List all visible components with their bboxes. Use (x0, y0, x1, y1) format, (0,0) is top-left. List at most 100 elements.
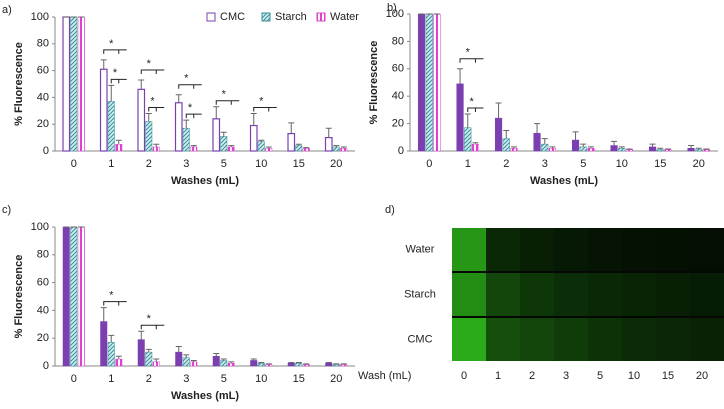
error-bar (288, 362, 295, 364)
error-bar (145, 348, 152, 353)
error-bar (138, 79, 145, 90)
significance-star: * (188, 102, 193, 114)
bar (541, 143, 549, 152)
bar (456, 83, 464, 152)
bar (227, 362, 235, 367)
bar (332, 146, 340, 152)
micrograph-tile (554, 228, 589, 271)
bar (174, 102, 183, 152)
error-bar (549, 146, 556, 149)
error-bar (325, 127, 332, 138)
x-tick-label: 15 (293, 373, 305, 385)
error-bar (457, 68, 464, 84)
micrograph-tile (656, 273, 691, 316)
x-tick-label: 0 (71, 158, 77, 170)
row-label: Starch (404, 288, 436, 300)
bar (325, 362, 333, 367)
wash-label: 5 (597, 370, 603, 382)
error-bar (495, 102, 502, 119)
x-tick-label: 1 (465, 158, 471, 170)
bar (145, 351, 153, 367)
error-bar (100, 307, 107, 322)
significance-star: * (222, 89, 227, 101)
panel-label: b) (387, 2, 397, 14)
panel-label: c) (2, 204, 11, 216)
micrograph-tile (690, 318, 724, 361)
error-bar (100, 59, 107, 70)
error-bar (228, 145, 235, 147)
micrograph-tile (486, 318, 521, 361)
x-axis-title: Washes (mL) (171, 390, 239, 402)
error-bar (695, 147, 702, 150)
bar (618, 148, 626, 152)
x-tick-label: 5 (221, 373, 227, 385)
x-tick-label: 3 (542, 158, 548, 170)
bar (302, 148, 310, 152)
y-tick-label: 60 (37, 65, 49, 77)
y-tick-label: 20 (392, 118, 404, 130)
y-tick-label: 80 (392, 35, 404, 47)
x-tick-label: 1 (108, 158, 114, 170)
micrograph-tile (690, 273, 724, 316)
micrograph-tile (520, 318, 555, 361)
error-bar (333, 363, 340, 365)
bar (502, 138, 510, 152)
micrograph-tile (622, 273, 657, 316)
bar (664, 149, 672, 152)
bar (656, 149, 664, 152)
significance-star: * (469, 96, 474, 108)
legend-swatch (316, 12, 326, 22)
bar (115, 144, 123, 152)
micrograph-tile (622, 228, 657, 271)
error-bar (288, 122, 295, 134)
error-bar (664, 148, 671, 150)
bar (190, 361, 198, 367)
error-bar (213, 352, 220, 357)
bar (494, 117, 503, 152)
error-bar (220, 131, 227, 137)
bar (257, 141, 265, 152)
error-bar (108, 334, 115, 343)
y-tick-label: 100 (31, 221, 49, 233)
micrograph-tile (588, 318, 623, 361)
error-bar (258, 139, 265, 142)
y-tick-label: 100 (31, 11, 49, 23)
micrograph-tile (656, 318, 691, 361)
bar (77, 226, 85, 367)
panel-label: a) (2, 4, 12, 16)
y-tick-label: 0 (43, 360, 49, 372)
micrograph-tile (520, 228, 555, 271)
y-tick-label: 0 (398, 145, 404, 157)
error-bar (325, 362, 332, 364)
error-bar (649, 143, 656, 147)
bar (107, 342, 115, 367)
bar (70, 226, 78, 367)
wash-label: 3 (563, 370, 569, 382)
wash-label: 2 (529, 370, 535, 382)
error-bar (340, 146, 347, 149)
bar (433, 13, 441, 152)
x-tick-label: 2 (146, 373, 152, 385)
bar (227, 146, 235, 152)
error-bar (587, 146, 594, 149)
wash-label: 0 (461, 370, 467, 382)
bar (265, 364, 273, 367)
error-bar (703, 148, 710, 150)
significance-bracket (140, 69, 165, 74)
legend-label: Starch (275, 11, 307, 23)
significance-bracket (140, 324, 165, 330)
bar (137, 88, 146, 152)
x-tick-label: 5 (580, 158, 586, 170)
significance-star: * (109, 38, 114, 50)
x-tick-label: 5 (221, 158, 227, 170)
bar (137, 339, 145, 367)
y-tick-label: 40 (392, 90, 404, 102)
significance-bracket (148, 106, 165, 112)
bar (152, 146, 160, 152)
x-tick-label: 15 (654, 158, 666, 170)
error-bar (115, 139, 122, 145)
x-tick-label: 2 (146, 158, 152, 170)
bar (265, 148, 273, 152)
error-bar (472, 142, 479, 145)
